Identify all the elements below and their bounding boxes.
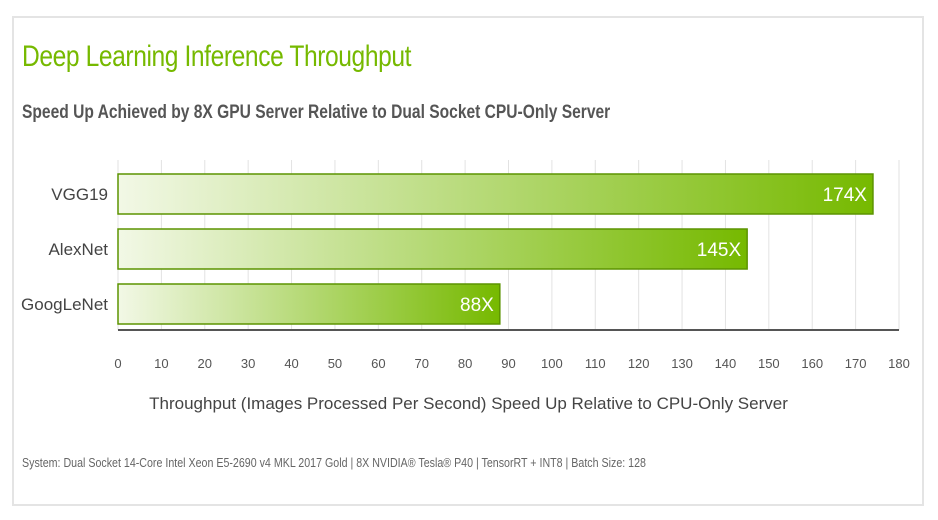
chart-subtitle: Speed Up Achieved by 8X GPU Server Relat… xyxy=(22,102,611,123)
x-tick-label: 140 xyxy=(715,356,737,371)
category-label: GoogLeNet xyxy=(21,295,108,314)
x-tick-label: 20 xyxy=(198,356,212,371)
system-footnote: System: Dual Socket 14-Core Intel Xeon E… xyxy=(22,455,646,470)
bar-vgg19 xyxy=(117,173,874,215)
x-tick-label: 170 xyxy=(845,356,867,371)
chart-title: Deep Learning Inference Throughput xyxy=(22,40,412,73)
x-tick-label: 150 xyxy=(758,356,780,371)
x-tick-label: 100 xyxy=(541,356,563,371)
bar-value-label: 174X xyxy=(823,185,868,206)
x-tick-label: 60 xyxy=(371,356,385,371)
x-tick-label: 40 xyxy=(284,356,298,371)
x-tick-label: 0 xyxy=(114,356,121,371)
category-label: VGG19 xyxy=(51,185,108,204)
bar-value-label: 145X xyxy=(697,240,742,261)
x-tick-label: 50 xyxy=(328,356,342,371)
x-tick-label: 80 xyxy=(458,356,472,371)
x-axis-label: Throughput (Images Processed Per Second)… xyxy=(149,394,788,413)
y-category-labels: VGG19 AlexNet GoogLeNet xyxy=(21,185,108,314)
bar-value-label: 88X xyxy=(460,295,494,316)
x-tick-label: 180 xyxy=(888,356,910,371)
x-tick-label: 10 xyxy=(154,356,168,371)
x-tick-label: 130 xyxy=(671,356,693,371)
x-tick-label: 120 xyxy=(628,356,650,371)
x-tick-labels: 0 10 20 30 40 50 60 70 80 90 100 110 120 130 140 150 160… xyxy=(114,356,909,371)
x-tick-label: 70 xyxy=(414,356,428,371)
bar-googlenet xyxy=(117,283,501,325)
x-tick-label: 90 xyxy=(501,356,515,371)
x-tick-label: 110 xyxy=(585,356,606,371)
x-tick-label: 30 xyxy=(241,356,255,371)
bars: 174X 145X 88X xyxy=(117,173,874,325)
bar-alexnet xyxy=(117,228,748,270)
category-label: AlexNet xyxy=(48,240,108,259)
x-tick-label: 160 xyxy=(801,356,823,371)
